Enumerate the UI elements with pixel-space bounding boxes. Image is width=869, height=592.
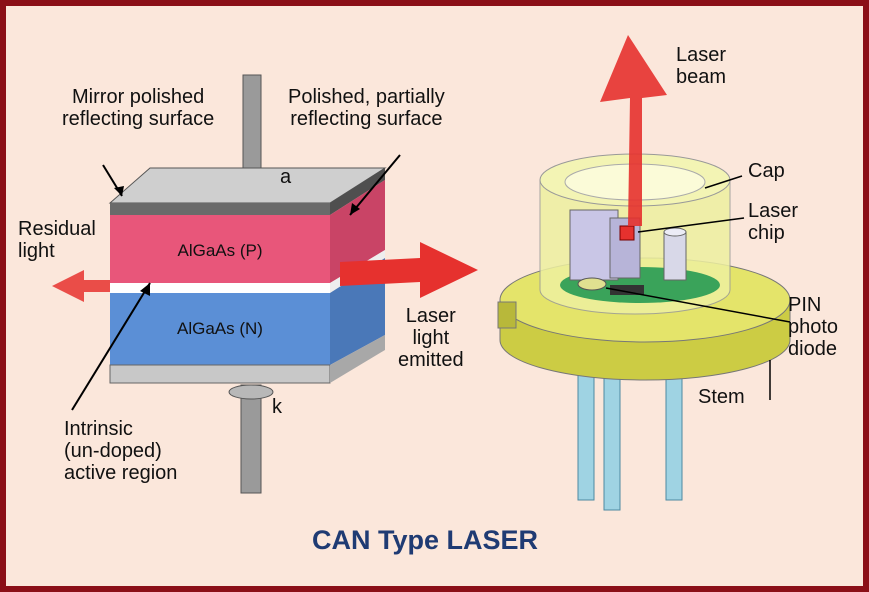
anode-label: a — [280, 166, 292, 188]
diagram-title: CAN Type LASER — [312, 525, 539, 555]
pin-3 — [665, 361, 683, 501]
laser-beam-label: Laser beam — [676, 44, 727, 88]
residual-light-label: Residual light — [18, 218, 96, 262]
intrinsic-pointer-head — [140, 283, 150, 296]
partial-surface-label: Polished, partially reflecting surface — [288, 86, 445, 130]
n-layer-label: AlGaAs (N) — [177, 319, 263, 338]
intrinsic-pointer — [71, 282, 151, 411]
p-layer — [110, 215, 330, 283]
laser-light-label: Laser light emitted — [398, 305, 464, 371]
cap-pointer — [704, 175, 743, 189]
photodiode-cylinder — [663, 231, 687, 281]
laser-light-arrow — [340, 242, 478, 298]
mirror-surface-label: Mirror polished reflecting surface — [62, 86, 215, 130]
stem-label: Stem — [698, 386, 745, 408]
photodiode-top — [663, 227, 687, 237]
laser-chip-label: Laser chip — [748, 200, 799, 244]
pin-pointer — [605, 287, 791, 323]
cathode-label: k — [272, 396, 283, 418]
partial-pointer — [349, 154, 401, 216]
laser-beam-arrow — [600, 35, 667, 226]
pin-photodiode — [577, 277, 607, 291]
n-layer — [110, 293, 330, 365]
chip-wiring — [610, 285, 644, 295]
pin-2 — [603, 369, 621, 511]
cathode-lead — [240, 384, 262, 494]
active-region — [110, 283, 330, 293]
side-substrate — [330, 335, 385, 383]
cathode-contact — [228, 384, 274, 400]
pin-photodiode-label: PIN photo diode — [788, 294, 839, 360]
side-p — [330, 180, 385, 283]
chip-pointer — [637, 217, 745, 233]
mirror-pointer-head — [114, 186, 124, 196]
side-metal — [330, 168, 385, 215]
can-package — [497, 35, 791, 511]
partial-pointer-head — [350, 203, 360, 215]
flange-notch — [497, 301, 517, 329]
p-layer-label: AlGaAs (P) — [177, 241, 262, 260]
residual-light-arrow — [52, 270, 110, 302]
metal-contact-top — [110, 203, 330, 215]
laser-chip — [619, 225, 635, 241]
cap-label: Cap — [748, 160, 785, 182]
pin-1 — [577, 359, 595, 501]
substrate — [109, 364, 331, 384]
laser-diode-structure: AlGaAs (P) AlGaAs (N) a k — [52, 74, 478, 494]
intrinsic-region-label: Intrinsic (un-doped) active region — [64, 418, 178, 484]
